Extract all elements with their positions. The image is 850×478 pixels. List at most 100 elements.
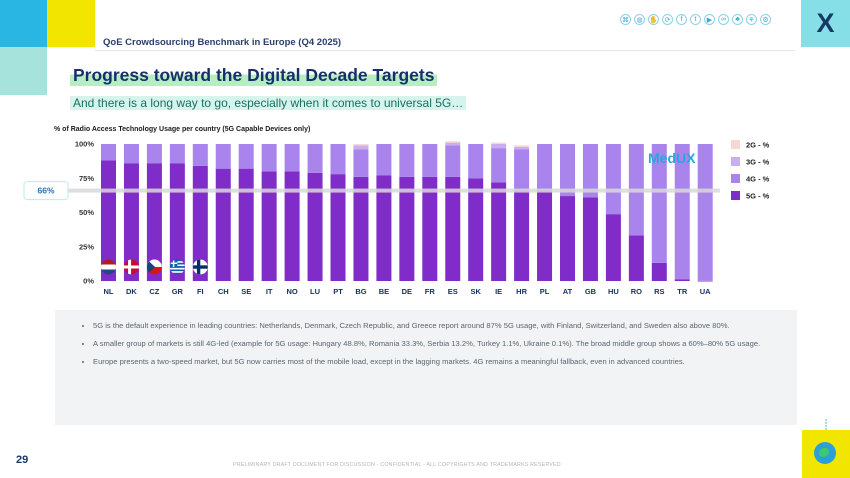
dots-decoration [822,418,832,432]
bar-3g-bg [353,145,369,150]
x-tick-label-lu: LU [310,287,320,296]
bar-5g-it [261,171,277,281]
x-tick-label-es: ES [448,287,458,296]
x-tick-label-sk: SK [470,287,481,296]
flag-gr [169,259,185,275]
bar-4g-cz [146,144,162,164]
x-tick-label-bg: BG [355,287,366,296]
notes-panel: 5G is the default experience in leading … [55,310,797,425]
tree-icon[interactable]: ♣ [732,14,743,25]
x-tick-label-fr: FR [425,287,436,296]
x-tick-label-hu: HU [608,287,619,296]
bar-4g-gr [169,144,185,164]
bar-5g-es [445,176,461,281]
flag-nl [101,259,116,275]
x-tick-label-no: NO [286,287,297,296]
flag-fi [192,259,208,275]
bar-4g-dk [123,144,139,164]
logo-text: X [816,8,835,38]
footer-disclaimer: PRELIMINARY DRAFT DOCUMENT FOR DISCUSSIO… [233,462,561,468]
bar-2g-ie [491,142,507,144]
brand-logo: X [801,0,850,47]
flag-stripe [169,269,185,272]
link-icon[interactable]: ∞ [718,14,729,25]
note-item-2: A smaller group of markets is still 4G-l… [93,337,783,350]
chart-title: % of Radio Access Technology Usage per c… [54,126,311,133]
gear-icon[interactable]: ⚙ [760,14,771,25]
network-icon[interactable]: ⌘ [620,14,631,25]
bar-4g-hr [514,149,530,191]
twitter-icon[interactable]: t [690,14,701,25]
bar-5g-gb [582,197,598,281]
bar-5g-dk [123,163,139,281]
flag-dk [123,259,139,275]
page-number: 29 [16,454,29,466]
bar-4g-rs [651,144,667,263]
bar-5g-ch [215,168,231,281]
legend-label-5g: 5G - % [746,192,770,201]
legend-label-3g: 3G - % [746,158,770,167]
bar-5g-no [284,171,300,281]
y-tick-label: 0% [83,277,94,286]
legend-swatch-3g [731,157,740,166]
flag-stripe [101,264,116,270]
bar-4g-ua [697,144,713,281]
x-tick-label-gb: GB [585,287,597,296]
x-tick-label-at: AT [563,287,573,296]
facebook-icon[interactable]: f [676,14,687,25]
stacked-bar-chart: 100% 75% 50% 25% 0% NL DK CZ GR FI CH SE IT NO LU PT BG B… [23,140,770,296]
bar-4g-be [376,144,392,176]
bar-4g-ch [215,144,231,169]
bar-5g-at [560,196,575,281]
x-tick-label-be: BE [379,287,389,296]
x-tick-label-fi: FI [197,287,204,296]
y-tick-label: 50% [79,208,94,217]
bar-4g-ie [491,148,507,183]
bar-4g-pt [330,144,346,175]
bar-5g-pl [537,190,553,281]
flag-stripe [169,267,185,270]
bar-5g-rs [651,262,667,281]
x-tick-label-nl: NL [104,287,114,296]
bar-4g-gb [582,144,598,198]
y-tick-label: 100% [75,140,95,149]
handshake-icon[interactable]: ✋ [648,14,659,25]
note-item-1: 5G is the default experience in leading … [93,319,783,332]
target-line [68,188,720,193]
youtube-icon[interactable]: ▶ [704,14,715,25]
page-subtitle: And there is a long way to go, especiall… [70,96,467,110]
header-divider [95,50,795,51]
flag-stripe [146,259,162,267]
bar-2g-es [445,141,461,143]
benchmark-title: QoE Crowdsourcing Benchmark in Europe (Q… [103,37,342,48]
bar-3g-hr [514,146,530,150]
bar-3g-ie [491,144,507,149]
x-tick-label-ch: CH [218,287,229,296]
share-icon[interactable]: ⟳ [662,14,673,25]
bar-5g-ie [491,182,507,281]
x-tick-label-gr: GR [172,287,184,296]
bar-5g-de [399,176,415,281]
flag-stripe [169,271,185,273]
medux-watermark: MedUX [648,150,696,166]
x-tick-label-dk: DK [126,287,137,296]
bar-5g-tr [674,279,690,281]
bar-4g-lu [307,144,323,173]
flag-cross [123,265,139,269]
bar-4g-hu [605,144,621,215]
x-tick-label-rs: RS [654,287,664,296]
bar-4g-tr [674,144,690,280]
bar-5g-gr [169,163,185,281]
corner-block-teal [0,47,47,95]
bar-4g-it [261,144,277,172]
note-item-3: Europe presents a two-speed market, but … [93,355,783,368]
flag-stripe [169,266,185,268]
flag-cross [169,262,178,264]
flag-triangle [146,259,156,275]
plant-icon[interactable]: ⚘ [746,14,757,25]
corner-block-yellow [47,0,95,47]
bar-4g-bg [353,149,369,177]
globe-icon[interactable]: ◍ [634,14,645,25]
target-label-box [23,181,69,201]
bar-5g-cz [146,163,162,281]
